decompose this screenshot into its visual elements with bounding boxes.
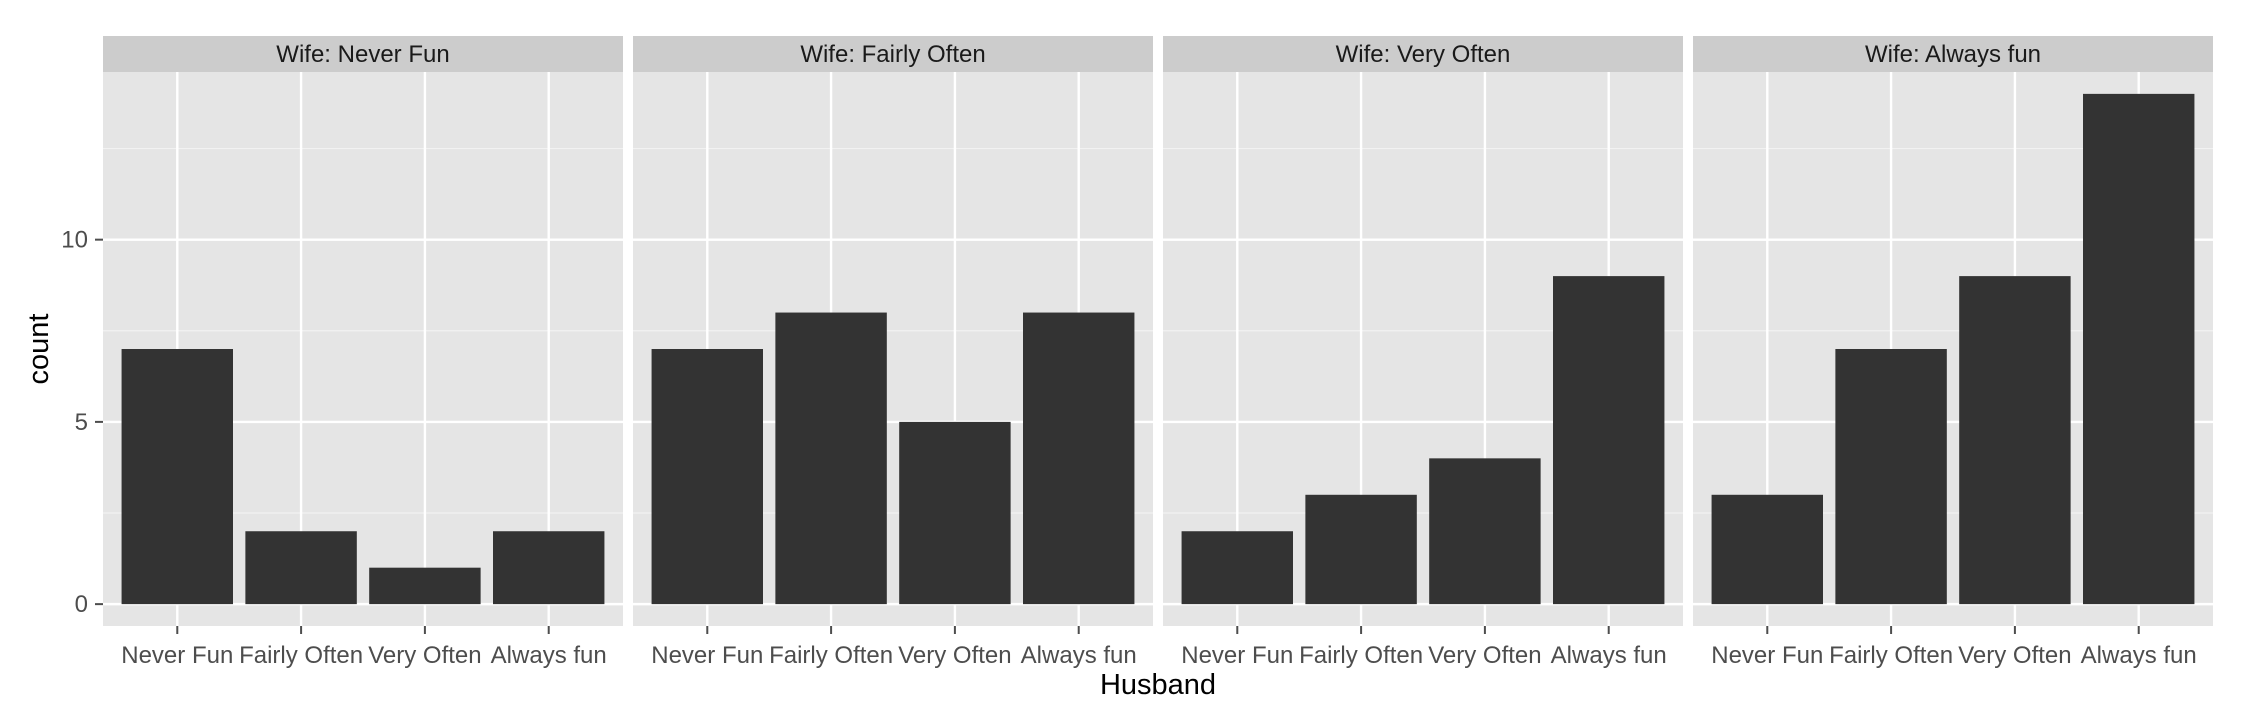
x-tick-label: Very Often [898,642,1011,669]
x-tick-label: Fairly Often [1829,642,1953,669]
y-tick-label: 5 [75,409,88,436]
bar-always-fun-very-often [1959,276,2071,605]
y-axis-title: count [23,314,55,385]
bar-always-fun-never-fun [1711,494,1823,605]
x-tick-label: Always fun [1021,642,1137,669]
x-tick-label: Always fun [2081,642,2197,669]
x-tick-label: Very Often [1428,642,1541,669]
facet-strip-label-very-often: Wife: Very Often [1336,41,1511,68]
bar-very-often-fairly-often [1305,494,1417,605]
facet-strip-always-fun [1693,36,2213,72]
x-tick-label: Never Fun [651,642,763,669]
x-tick-label: Never Fun [1711,642,1823,669]
x-tick-label: Always fun [1551,642,1667,669]
bar-never-fun-fairly-often [245,531,357,605]
bar-very-often-never-fun [1181,531,1293,605]
bar-fairly-often-never-fun [651,349,763,605]
bar-never-fun-very-often [369,567,481,605]
bar-never-fun-never-fun [121,349,233,605]
bar-fairly-often-very-often [899,421,1011,605]
bar-very-often-very-often [1429,458,1541,605]
facet-strip-fairly-often [633,36,1153,72]
x-tick-label: Never Fun [121,642,233,669]
x-tick-label: Always fun [491,642,607,669]
facet-strip-label-never-fun: Wife: Never Fun [276,41,449,68]
facet-strip-very-often [1163,36,1683,72]
x-tick-label: Fairly Often [769,642,893,669]
x-tick-label: Fairly Often [1299,642,1423,669]
x-tick-label: Very Often [1958,642,2071,669]
facet-strip-label-fairly-often: Wife: Fairly Often [800,41,985,68]
y-tick-label: 10 [61,227,88,254]
x-tick-label: Never Fun [1181,642,1293,669]
y-tick-label: 0 [75,591,88,618]
bar-fairly-often-always-fun [1023,312,1135,605]
x-axis-title: Husband [1100,669,1216,701]
bar-always-fun-fairly-often [1835,349,1947,605]
x-tick-label: Very Often [368,642,481,669]
bar-always-fun-always-fun [2083,93,2195,605]
facet-strip-never-fun [103,36,623,72]
x-tick-label: Fairly Often [239,642,363,669]
bar-never-fun-always-fun [493,531,605,605]
bar-fairly-often-fairly-often [775,312,887,605]
bar-very-often-always-fun [1553,276,1665,605]
facet-strip-label-always-fun: Wife: Always fun [1865,41,2041,68]
